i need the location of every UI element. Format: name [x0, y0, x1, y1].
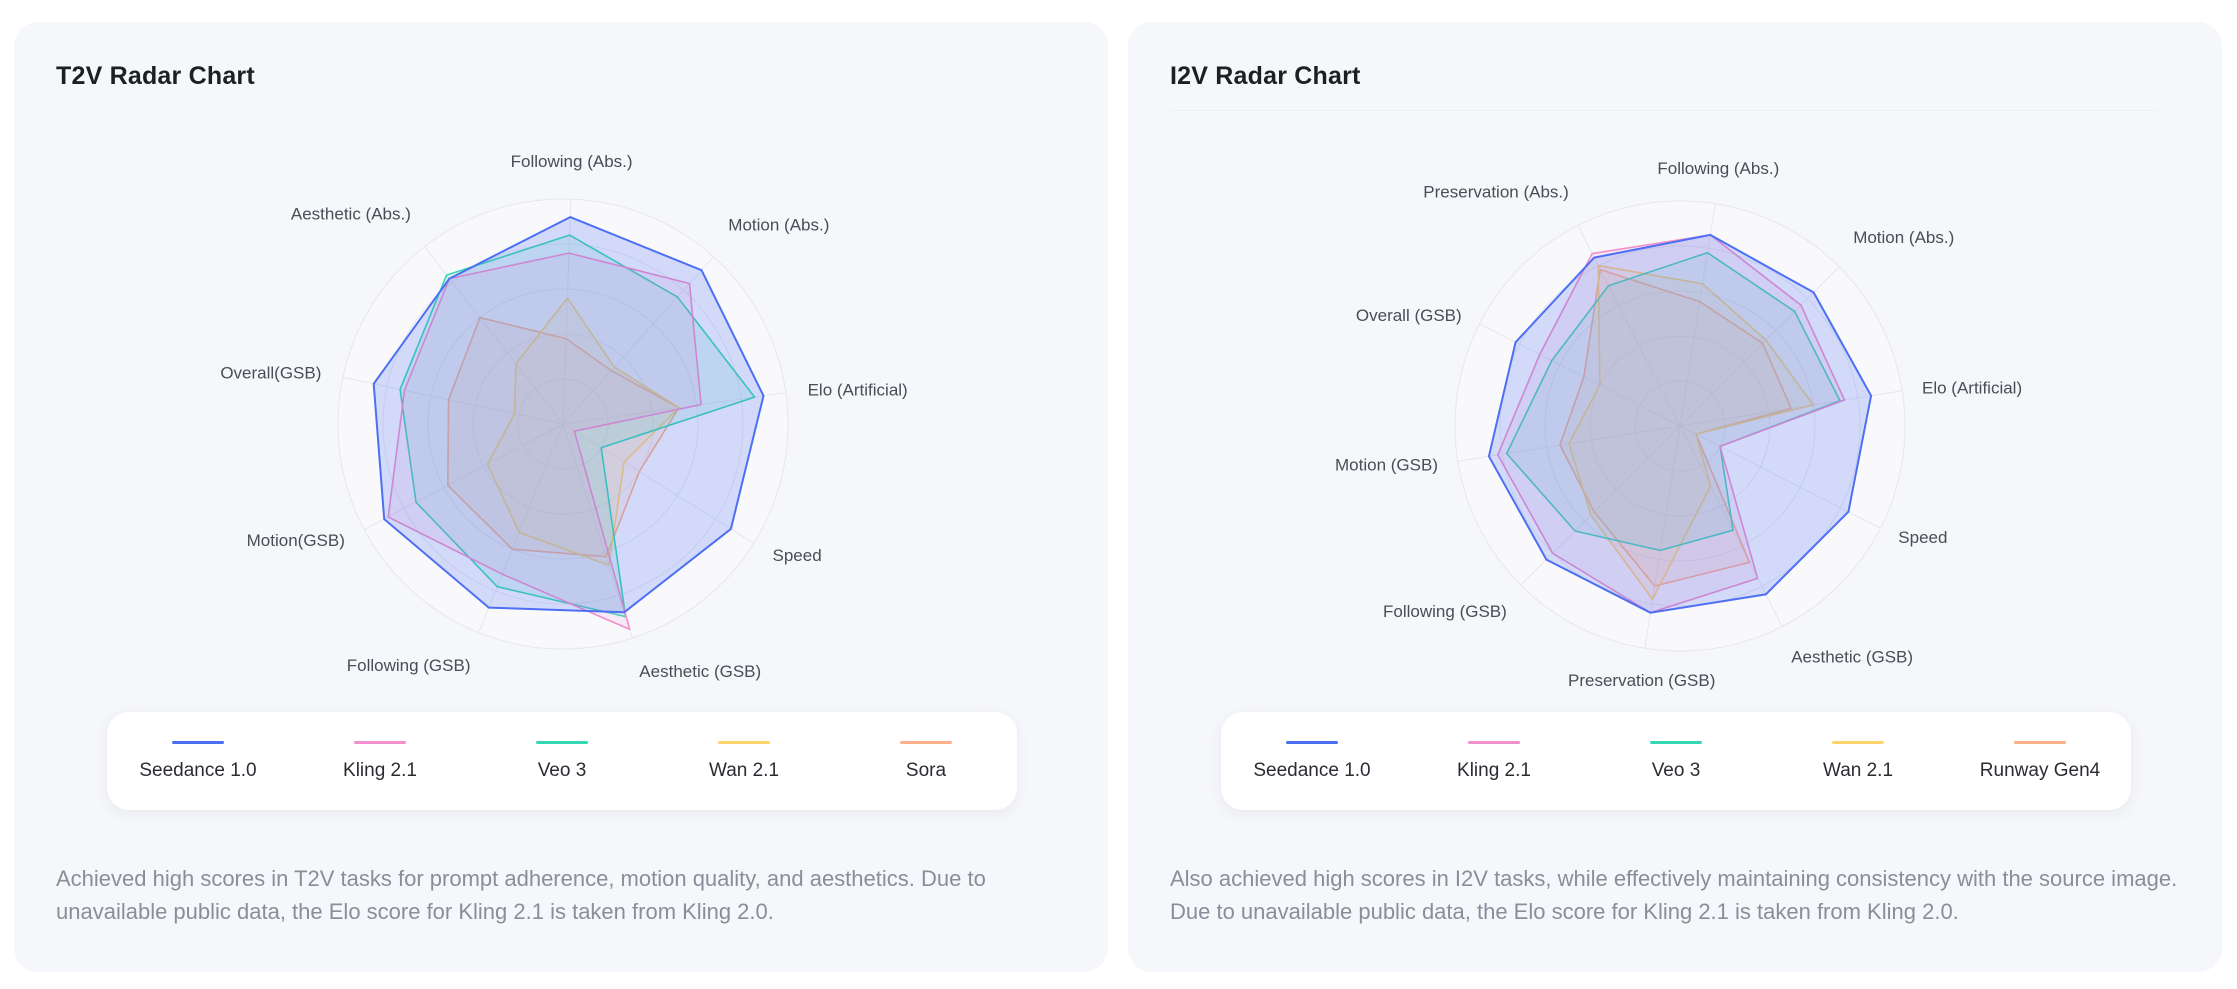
- legend-item-wan-2-1[interactable]: Wan 2.1: [653, 740, 835, 782]
- t2v-card: T2V Radar Chart Following (Abs.) Motion (…: [14, 22, 1108, 972]
- axis-spoke: [342, 376, 564, 425]
- axis-spoke: [562, 392, 786, 425]
- i2v-chart-title: I2V Radar Chart: [1170, 62, 1361, 90]
- axis-spoke: [424, 246, 564, 425]
- grid-ring: [472, 333, 654, 515]
- series-runway-gen4: [1559, 268, 1792, 587]
- legend-label: Seedance 1.0: [1253, 759, 1371, 781]
- axis-label-motion-abs: Motion (Abs.): [728, 215, 829, 234]
- axis-label-speed: Speed: [1898, 528, 1947, 547]
- series-sora: [446, 316, 680, 558]
- axis-spoke: [1644, 425, 1681, 649]
- axis-spoke: [562, 423, 755, 544]
- axis-label-overall-gsb: Overall (GSB): [1356, 306, 1462, 325]
- legend-swatch: [354, 740, 406, 744]
- axis-spoke: [1679, 425, 1783, 627]
- legend-label: Runway Gen4: [1979, 759, 2101, 781]
- axis-label-motion-abs: Motion (Abs.): [1853, 228, 1954, 247]
- axis-label-motion-gsb: Motion(GSB): [247, 531, 345, 550]
- t2v-radar-chart: Following (Abs.) Motion (Abs.) Elo (Artifi…: [220, 152, 908, 681]
- axis-label-following-gsb: Following (GSB): [1383, 602, 1507, 621]
- legend-label: Veo 3: [537, 759, 587, 781]
- axis-label-following-abs: Following (Abs.): [511, 152, 633, 171]
- axis-spoke: [562, 423, 634, 639]
- legend-item-veo-3[interactable]: Veo 3: [471, 740, 653, 782]
- series-seedance-1-0: [1487, 233, 1873, 614]
- axis-label-aesthetic-abs: Aesthetic (Abs.): [291, 204, 411, 223]
- title-divider: [1170, 110, 2156, 111]
- grid-ring: [1589, 335, 1771, 517]
- legend-swatch: [172, 740, 224, 744]
- grid-ring: [427, 288, 699, 560]
- legend-label: Veo 3: [1651, 759, 1701, 781]
- axis-spoke: [1479, 323, 1681, 427]
- axis-spoke: [1679, 266, 1840, 427]
- legend-item-sora[interactable]: Sora: [835, 740, 1017, 782]
- grid-ring: [337, 198, 789, 650]
- axis-spoke: [1577, 225, 1681, 427]
- axis-spoke: [478, 423, 564, 633]
- legend-swatch: [1468, 740, 1520, 744]
- legend-label: Seedance 1.0: [139, 759, 257, 781]
- legend-label: Kling 2.1: [1457, 759, 1531, 781]
- i2v-legend: Seedance 1.0 Kling 2.1 Veo 3 Wan 2.1 Runway …: [1221, 712, 2131, 810]
- series-kling-2-1: [387, 252, 702, 631]
- axis-label-elo-artificial: Elo (Artificial): [808, 381, 908, 400]
- legend-item-kling-2-1[interactable]: Kling 2.1: [1403, 740, 1585, 782]
- axis-label-overall-gsb: Overall(GSB): [220, 364, 321, 383]
- i2v-card: I2V Radar Chart Following (Abs.) Motion (…: [1128, 22, 2222, 972]
- axis-spoke: [1679, 203, 1716, 427]
- legend-item-veo-3[interactable]: Veo 3: [1585, 740, 1767, 782]
- legend-swatch: [536, 740, 588, 744]
- axis-label-preservation-abs: Preservation (Abs.): [1423, 183, 1569, 202]
- legend-swatch: [1832, 740, 1884, 744]
- t2v-caption: Achieved high scores in T2V tasks for pr…: [56, 866, 986, 924]
- legend-swatch: [718, 740, 770, 744]
- i2v-radar-chart: Following (Abs.) Motion (Abs.) Elo (Artifi…: [1335, 159, 2022, 690]
- series-wan-2-1: [1568, 264, 1815, 601]
- legend-swatch: [1286, 740, 1338, 744]
- legend-item-runway-gen4[interactable]: Runway Gen4: [1949, 740, 2131, 782]
- series-veo-3: [1505, 251, 1841, 552]
- axis-label-following-abs: Following (Abs.): [1657, 159, 1779, 178]
- legend-label: Kling 2.1: [343, 759, 417, 781]
- legend-label: Wan 2.1: [708, 759, 780, 781]
- legend-item-wan-2-1[interactable]: Wan 2.1: [1767, 740, 1949, 782]
- axis-spoke: [562, 256, 714, 425]
- axis-spoke: [1679, 425, 1881, 529]
- t2v-chart-title: T2V Radar Chart: [56, 62, 255, 90]
- t2v-legend: Seedance 1.0 Kling 2.1 Veo 3 Wan 2.1 Sora: [107, 712, 1017, 810]
- axis-label-elo-artificial: Elo (Artificial): [1922, 379, 2022, 398]
- series-veo-3: [399, 234, 756, 618]
- grid-ring: [1499, 245, 1861, 607]
- axis-spoke: [364, 423, 564, 531]
- series-wan-2-1: [486, 297, 680, 567]
- legend-label: Sora: [905, 759, 947, 781]
- legend-swatch: [2014, 740, 2066, 744]
- axis-label-preservation-gsb: Preservation (GSB): [1568, 671, 1715, 690]
- axis-label-aesthetic-gsb: Aesthetic (GSB): [639, 662, 761, 681]
- grid-ring: [382, 243, 744, 605]
- i2v-caption: Also achieved high scores in I2V tasks, …: [1170, 866, 2178, 924]
- axis-label-speed: Speed: [773, 546, 822, 565]
- grid-ring: [1454, 200, 1906, 652]
- legend-item-kling-2-1[interactable]: Kling 2.1: [289, 740, 471, 782]
- axis-label-aesthetic-gsb: Aesthetic (GSB): [1791, 647, 1913, 666]
- axis-label-motion-gsb: Motion (GSB): [1335, 455, 1438, 474]
- legend-swatch: [1650, 740, 1702, 744]
- legend-swatch: [900, 740, 952, 744]
- grid-ring: [1544, 290, 1816, 562]
- axis-spoke: [1520, 425, 1681, 586]
- axis-spoke: [562, 199, 572, 425]
- legend-label: Wan 2.1: [1822, 759, 1894, 781]
- axis-label-following-gsb: Following (GSB): [347, 656, 471, 675]
- series-seedance-1-0: [372, 216, 765, 614]
- legend-item-seedance-1-0[interactable]: Seedance 1.0: [107, 740, 289, 782]
- legend-item-seedance-1-0[interactable]: Seedance 1.0: [1221, 740, 1403, 782]
